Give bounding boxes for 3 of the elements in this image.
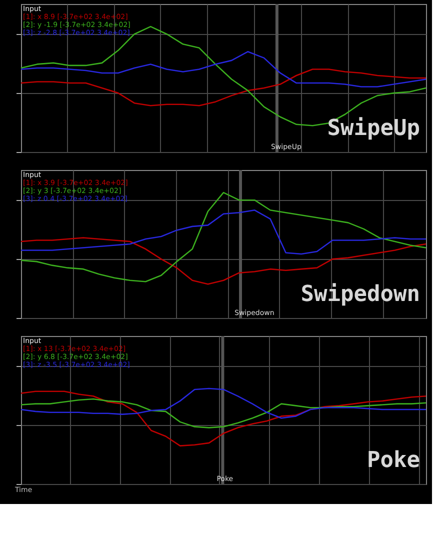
annotation: SwipeUp <box>327 116 420 141</box>
annotation: Swipedown <box>300 282 420 307</box>
annotation: Poke <box>367 448 420 473</box>
